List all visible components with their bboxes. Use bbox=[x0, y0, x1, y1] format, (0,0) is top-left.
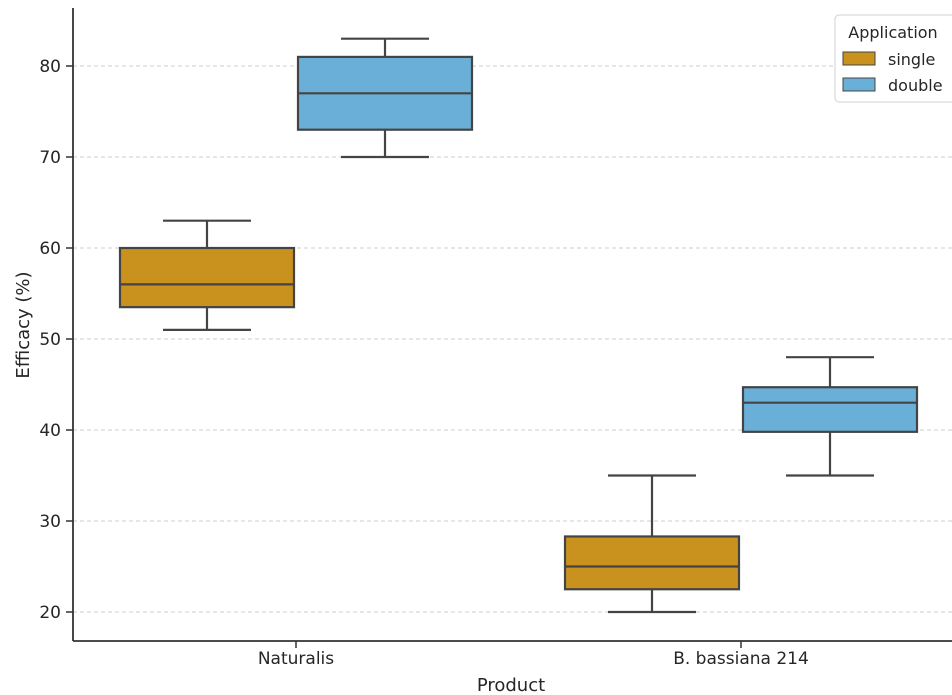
x-axis-title: Product bbox=[477, 675, 545, 695]
box-double-1 bbox=[741, 356, 919, 477]
y-tick-label-70: 70 bbox=[39, 148, 61, 168]
y-axis-title: Efficacy (%) bbox=[13, 271, 34, 378]
box-single-1 bbox=[563, 474, 741, 614]
y-tick-label-50: 50 bbox=[39, 330, 61, 350]
box-double-0 bbox=[296, 37, 474, 159]
x-tick-label-1: B. bassiana 214 bbox=[673, 649, 809, 669]
box-single-0 bbox=[118, 219, 296, 331]
legend-label-single: single bbox=[888, 50, 935, 69]
y-tick-label-60: 60 bbox=[39, 239, 61, 259]
box-iqr bbox=[563, 535, 741, 591]
legend-swatch-single bbox=[842, 51, 876, 66]
legend: Application single double bbox=[834, 14, 952, 103]
box-plot-series bbox=[118, 37, 919, 614]
box-iqr bbox=[741, 386, 919, 433]
legend-title: Application bbox=[848, 23, 937, 42]
x-axis-ticks: Naturalis B. bassiana 214 bbox=[258, 641, 809, 669]
grid-lines bbox=[73, 65, 952, 613]
y-tick-label-20: 20 bbox=[39, 603, 61, 623]
y-tick-label-80: 80 bbox=[39, 57, 61, 77]
legend-label-double: double bbox=[888, 76, 943, 95]
y-tick-label-30: 30 bbox=[39, 512, 61, 532]
legend-swatch-double bbox=[842, 77, 876, 92]
box-iqr bbox=[118, 246, 296, 309]
y-axis-ticks: 20 30 40 50 60 70 80 bbox=[39, 57, 73, 623]
y-tick-label-40: 40 bbox=[39, 421, 61, 441]
axes bbox=[72, 8, 952, 642]
x-tick-label-0: Naturalis bbox=[258, 649, 334, 669]
